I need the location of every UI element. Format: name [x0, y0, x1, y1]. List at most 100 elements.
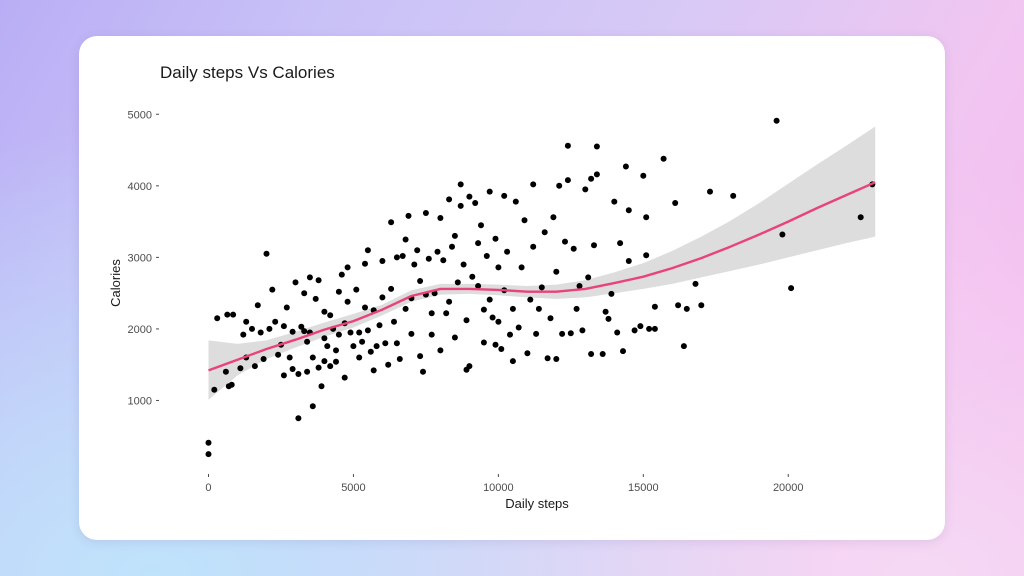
y-axis-label: Calories	[108, 259, 123, 307]
data-point	[379, 258, 386, 264]
data-point	[504, 248, 511, 255]
data-point	[637, 323, 644, 330]
data-point	[625, 207, 632, 214]
data-point	[402, 305, 409, 312]
data-point	[333, 358, 339, 365]
data-point	[304, 368, 311, 375]
data-point	[692, 280, 699, 287]
data-point	[237, 365, 244, 372]
data-point	[411, 261, 418, 268]
data-point	[353, 286, 360, 293]
data-point	[492, 341, 499, 348]
y-tick-label: 1000	[128, 395, 152, 407]
data-point	[553, 356, 560, 362]
data-point	[608, 290, 615, 297]
data-point	[564, 177, 571, 184]
data-point	[556, 182, 563, 189]
data-point	[205, 451, 212, 458]
data-point	[620, 348, 626, 355]
data-point	[480, 306, 487, 313]
data-point	[559, 330, 566, 337]
data-point	[318, 383, 325, 390]
data-point	[457, 202, 464, 209]
y-tick-label: 4000	[128, 181, 152, 193]
data-point	[486, 188, 493, 195]
data-point	[388, 285, 395, 292]
data-point	[327, 312, 334, 319]
data-point	[680, 343, 687, 350]
data-point	[224, 311, 231, 318]
data-point	[567, 330, 574, 337]
smooth-line-layer	[208, 181, 876, 372]
data-point	[588, 351, 595, 357]
data-point	[298, 323, 305, 330]
data-point	[646, 325, 653, 332]
data-point	[292, 279, 299, 286]
data-point	[362, 260, 368, 267]
data-point	[414, 247, 421, 254]
data-point	[321, 335, 328, 342]
data-point	[730, 192, 737, 199]
data-point	[382, 340, 389, 347]
data-point	[347, 329, 354, 336]
data-point	[269, 286, 276, 293]
data-point	[573, 305, 580, 312]
data-point	[469, 273, 476, 280]
chart-card: Daily steps Vs Calories 0 5000 10000 15000 2…	[79, 36, 945, 540]
data-point	[205, 439, 212, 446]
data-point	[425, 255, 432, 262]
data-point	[399, 253, 406, 259]
data-point	[591, 242, 597, 249]
confidence-band	[208, 126, 876, 400]
data-point	[501, 192, 508, 199]
data-point	[593, 171, 600, 178]
data-point	[356, 329, 363, 336]
data-point	[451, 232, 458, 239]
data-point	[585, 274, 592, 281]
data-point	[472, 200, 479, 206]
data-point	[602, 308, 609, 315]
data-point	[570, 245, 577, 252]
data-point	[428, 310, 435, 317]
data-point	[335, 288, 342, 295]
chart-title: Daily steps Vs Calories	[160, 63, 335, 82]
data-point	[344, 298, 351, 305]
data-point	[535, 305, 542, 312]
data-point	[579, 327, 586, 334]
data-point	[257, 329, 264, 336]
data-point	[475, 240, 482, 247]
data-point	[857, 214, 864, 221]
data-point	[254, 302, 261, 309]
data-point	[495, 318, 502, 325]
data-point	[417, 278, 424, 284]
data-point	[428, 331, 435, 338]
data-point	[518, 264, 525, 271]
data-point	[405, 212, 412, 219]
data-point	[588, 175, 595, 182]
data-point	[446, 298, 453, 305]
data-point	[625, 258, 632, 264]
data-point	[385, 361, 392, 368]
data-point	[576, 283, 583, 289]
data-point	[443, 310, 450, 317]
data-points	[205, 117, 876, 458]
data-point	[651, 325, 658, 332]
data-point	[359, 338, 366, 345]
data-point	[304, 338, 311, 345]
data-point	[437, 347, 444, 354]
data-point	[446, 196, 453, 203]
data-point	[335, 331, 342, 338]
data-point	[643, 214, 650, 221]
data-point	[622, 163, 629, 170]
data-point	[350, 343, 357, 350]
data-point	[251, 363, 258, 370]
data-point	[449, 243, 455, 250]
data-point	[306, 274, 313, 281]
data-point	[457, 181, 464, 188]
data-point	[373, 343, 380, 350]
data-point	[509, 358, 516, 365]
data-point	[538, 284, 545, 291]
data-point	[599, 351, 606, 357]
data-point	[440, 257, 447, 264]
data-point	[379, 294, 386, 301]
